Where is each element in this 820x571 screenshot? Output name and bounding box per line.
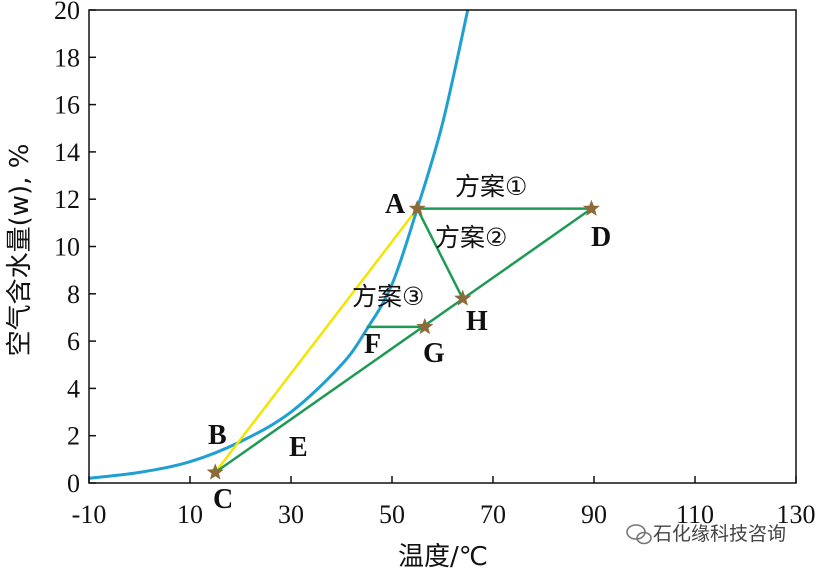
y-tick-label: 6 [67,327,80,356]
y-tick-label: 2 [67,422,80,451]
wechat-icon [626,524,652,545]
x-tick-label: -10 [72,500,107,529]
y-tick-label: 12 [54,185,80,214]
label-point-G: G [423,338,445,369]
label-point-D: D [591,222,611,253]
tick-labels: -10 10 30 50 70 90 110 130 0 2 4 6 8 10 12 14 16 18 20 [54,0,816,529]
axis-ticks [88,9,797,484]
scheme-1-label: 方案① [455,172,527,201]
watermark-text: 石化缘科技咨询 [653,523,786,545]
star-marker-D [582,199,600,216]
label-point-A: A [385,189,406,220]
label-point-E: E [289,432,308,463]
point-markers [206,199,600,480]
star-marker-G [416,317,434,335]
y-tick-label: 0 [67,469,80,498]
y-tick-label: 4 [67,374,80,403]
x-axis-label: 温度/℃ [398,542,488,571]
watermark: 石化缘科技咨询 [626,523,786,545]
x-tick-label: 110 [676,500,714,529]
saturation-curve [89,10,470,480]
y-tick-label: 20 [54,0,80,25]
y-tick-label: 10 [54,233,80,262]
x-tick-label: 90 [581,500,607,529]
x-tick-label: 10 [177,500,203,529]
label-point-C: C [213,484,233,515]
y-axis-label: 空气含水量(w), % [5,144,35,357]
label-point-B: B [208,420,227,451]
x-tick-label: 50 [379,500,405,529]
x-tick-label: 70 [480,500,506,529]
segment-C-D [214,207,593,474]
label-point-F: F [364,329,381,360]
y-tick-label: 16 [54,91,80,120]
segment-C-A [214,207,419,474]
y-tick-label: 8 [67,280,80,309]
plot-lines [89,10,593,480]
star-marker-H [454,289,472,306]
segment-A-H [416,208,464,300]
scheme-3-label: 方案③ [352,282,424,311]
scheme-2-label: 方案② [435,223,507,252]
star-marker-A [408,199,426,216]
x-tick-label: 30 [278,500,304,529]
star-marker-C [206,463,224,480]
y-tick-label: 18 [54,43,80,72]
x-tick-label: 130 [777,500,816,529]
y-tick-label: 14 [54,138,80,167]
label-point-H: H [466,306,488,337]
